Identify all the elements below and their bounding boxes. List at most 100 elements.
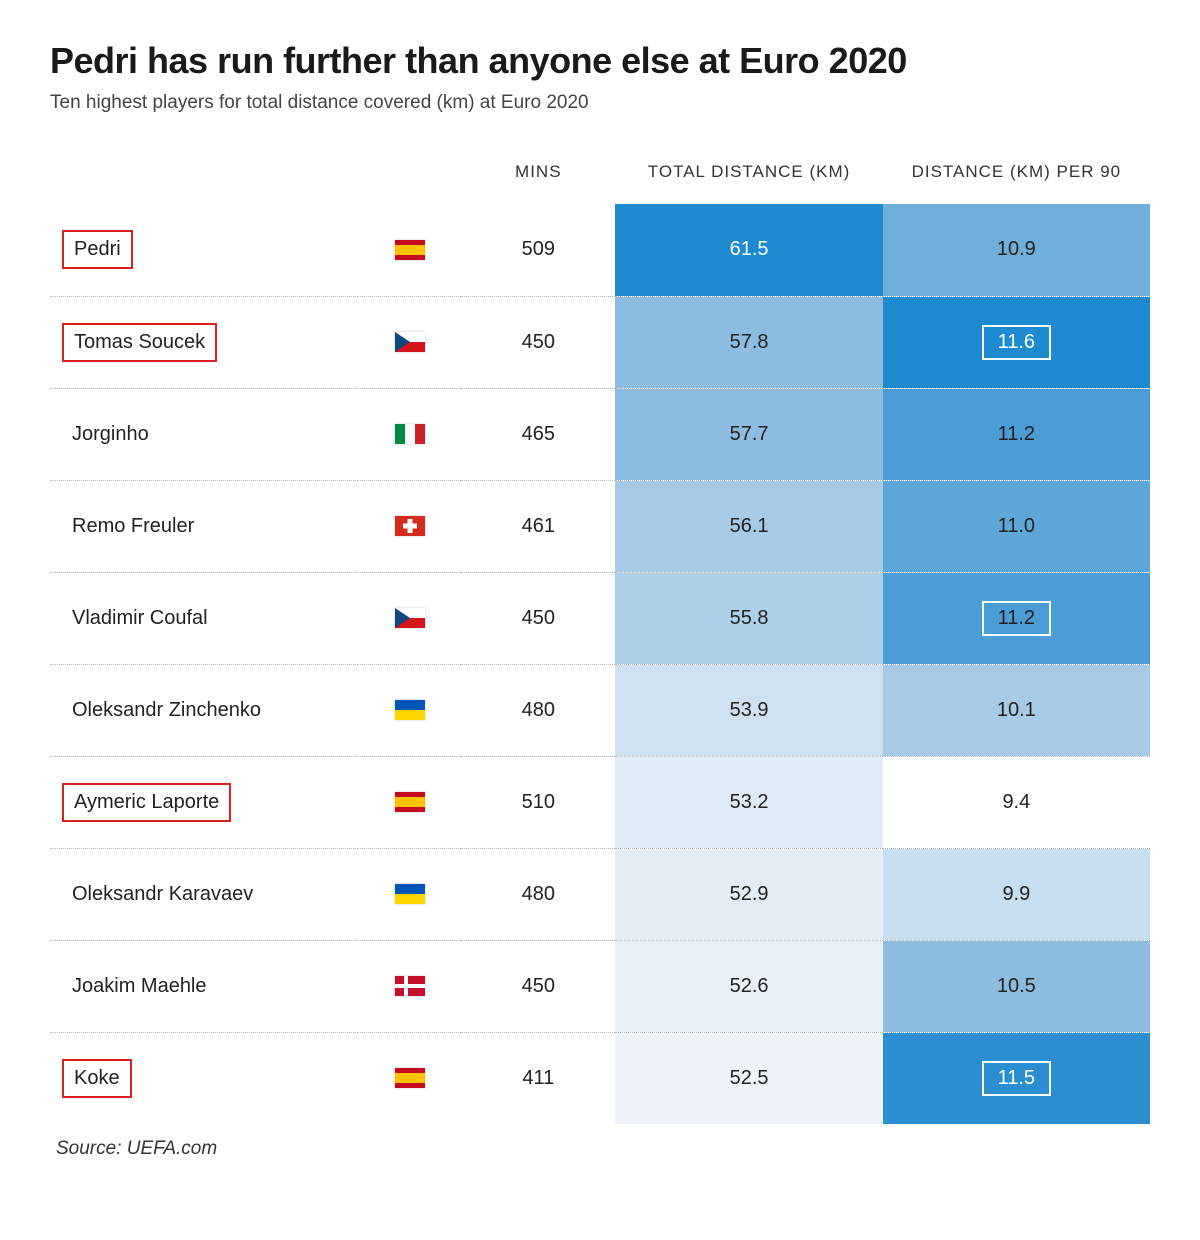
page-title: Pedri has run further than anyone else a…: [50, 40, 1150, 82]
col-header-total-distance: TOTAL DISTANCE (KM): [615, 144, 882, 204]
total-distance-value: 53.9: [716, 695, 783, 726]
player-name-cell: Joakim Maehle: [50, 940, 358, 1032]
player-name: Vladimir Coufal: [62, 601, 218, 636]
flag-cell: [358, 480, 461, 572]
player-name-cell: Jorginho: [50, 388, 358, 480]
table-row: Remo Freuler 461 56.1 11.0: [50, 480, 1150, 572]
table-row: Tomas Soucek 450 57.8 11.6: [50, 296, 1150, 388]
mins-cell: 450: [461, 572, 615, 664]
player-name-cell: Remo Freuler: [50, 480, 358, 572]
per90-cell: 10.5: [883, 940, 1150, 1032]
player-name: Tomas Soucek: [62, 323, 217, 362]
table-row: Koke 411 52.5 11.5: [50, 1032, 1150, 1124]
player-name-cell: Oleksandr Zinchenko: [50, 664, 358, 756]
per90-value: 11.5: [982, 1061, 1051, 1096]
table-row: Vladimir Coufal 450 55.8 11.2: [50, 572, 1150, 664]
flag-icon: [395, 424, 425, 444]
table-row: Oleksandr Karavaev 480 52.9 9.9: [50, 848, 1150, 940]
per90-value: 11.0: [984, 511, 1049, 542]
player-name-cell: Koke: [50, 1032, 358, 1124]
flag-icon: [395, 976, 425, 996]
flag-icon: [395, 240, 425, 260]
player-name: Remo Freuler: [62, 509, 204, 544]
mins-cell: 480: [461, 664, 615, 756]
flag-cell: [358, 940, 461, 1032]
table-row: Aymeric Laporte 510 53.2 9.4: [50, 756, 1150, 848]
total-distance-cell: 57.7: [615, 388, 882, 480]
player-name-cell: Vladimir Coufal: [50, 572, 358, 664]
flag-icon: [395, 700, 425, 720]
total-distance-value: 57.7: [716, 419, 783, 450]
flag-cell: [358, 388, 461, 480]
flag-icon: [395, 1068, 425, 1088]
mins-cell: 411: [461, 1032, 615, 1124]
col-header-mins: MINS: [461, 144, 615, 204]
total-distance-value: 52.5: [716, 1063, 783, 1094]
player-name: Koke: [62, 1059, 132, 1098]
player-name: Aymeric Laporte: [62, 783, 231, 822]
flag-icon: [395, 608, 425, 628]
per90-cell: 11.0: [883, 480, 1150, 572]
total-distance-cell: 61.5: [615, 204, 882, 296]
mins-cell: 450: [461, 296, 615, 388]
total-distance-cell: 55.8: [615, 572, 882, 664]
total-distance-value: 61.5: [716, 234, 783, 265]
table-row: Oleksandr Zinchenko48053.910.1: [50, 664, 1150, 756]
per90-value: 11.2: [982, 601, 1051, 636]
per90-cell: 11.6: [883, 296, 1150, 388]
player-name-cell: Tomas Soucek: [50, 296, 358, 388]
total-distance-cell: 52.6: [615, 940, 882, 1032]
flag-cell: [358, 664, 461, 756]
mins-cell: 461: [461, 480, 615, 572]
total-distance-cell: 56.1: [615, 480, 882, 572]
per90-cell: 9.9: [883, 848, 1150, 940]
total-distance-cell: 57.8: [615, 296, 882, 388]
flag-icon: [395, 884, 425, 904]
total-distance-cell: 52.5: [615, 1032, 882, 1124]
flag-icon: [395, 516, 425, 536]
table-header-row: MINS TOTAL DISTANCE (KM) DISTANCE (KM) P…: [50, 144, 1150, 204]
table-row: Joakim Maehle 450 52.6 10.5: [50, 940, 1150, 1032]
flag-icon: [395, 792, 425, 812]
flag-icon: [395, 332, 425, 352]
table-row: Jorginho 465 57.7 11.2: [50, 388, 1150, 480]
distance-table: MINS TOTAL DISTANCE (KM) DISTANCE (KM) P…: [50, 144, 1150, 1124]
per90-value: 10.5: [983, 971, 1050, 1002]
total-distance-value: 57.8: [716, 327, 783, 358]
per90-cell: 11.2: [883, 388, 1150, 480]
mins-cell: 465: [461, 388, 615, 480]
per90-value: 11.2: [984, 419, 1049, 450]
player-name-cell: Oleksandr Karavaev: [50, 848, 358, 940]
player-name: Jorginho: [62, 417, 159, 452]
player-name: Oleksandr Zinchenko: [62, 693, 271, 728]
page-subtitle: Ten highest players for total distance c…: [50, 92, 1150, 114]
per90-cell: 10.9: [883, 204, 1150, 296]
mins-cell: 480: [461, 848, 615, 940]
per90-cell: 9.4: [883, 756, 1150, 848]
per90-value: 10.9: [983, 234, 1050, 265]
total-distance-value: 52.9: [716, 879, 783, 910]
col-header-flag: [358, 144, 461, 204]
per90-cell: 11.5: [883, 1032, 1150, 1124]
per90-value: 9.4: [988, 787, 1044, 818]
source-attribution: Source: UEFA.com: [50, 1138, 1150, 1160]
per90-cell: 11.2: [883, 572, 1150, 664]
flag-cell: [358, 204, 461, 296]
col-header-name: [50, 144, 358, 204]
flag-cell: [358, 756, 461, 848]
player-name: Pedri: [62, 230, 133, 269]
table-row: Pedri50961.510.9: [50, 204, 1150, 296]
mins-cell: 450: [461, 940, 615, 1032]
per90-value: 11.6: [982, 325, 1051, 360]
player-name-cell: Aymeric Laporte: [50, 756, 358, 848]
player-name: Joakim Maehle: [62, 969, 217, 1004]
per90-value: 9.9: [988, 879, 1044, 910]
total-distance-value: 55.8: [716, 603, 783, 634]
total-distance-value: 53.2: [716, 787, 783, 818]
player-name: Oleksandr Karavaev: [62, 877, 263, 912]
flag-cell: [358, 1032, 461, 1124]
mins-cell: 510: [461, 756, 615, 848]
total-distance-value: 52.6: [716, 971, 783, 1002]
flag-cell: [358, 296, 461, 388]
total-distance-value: 56.1: [716, 511, 783, 542]
